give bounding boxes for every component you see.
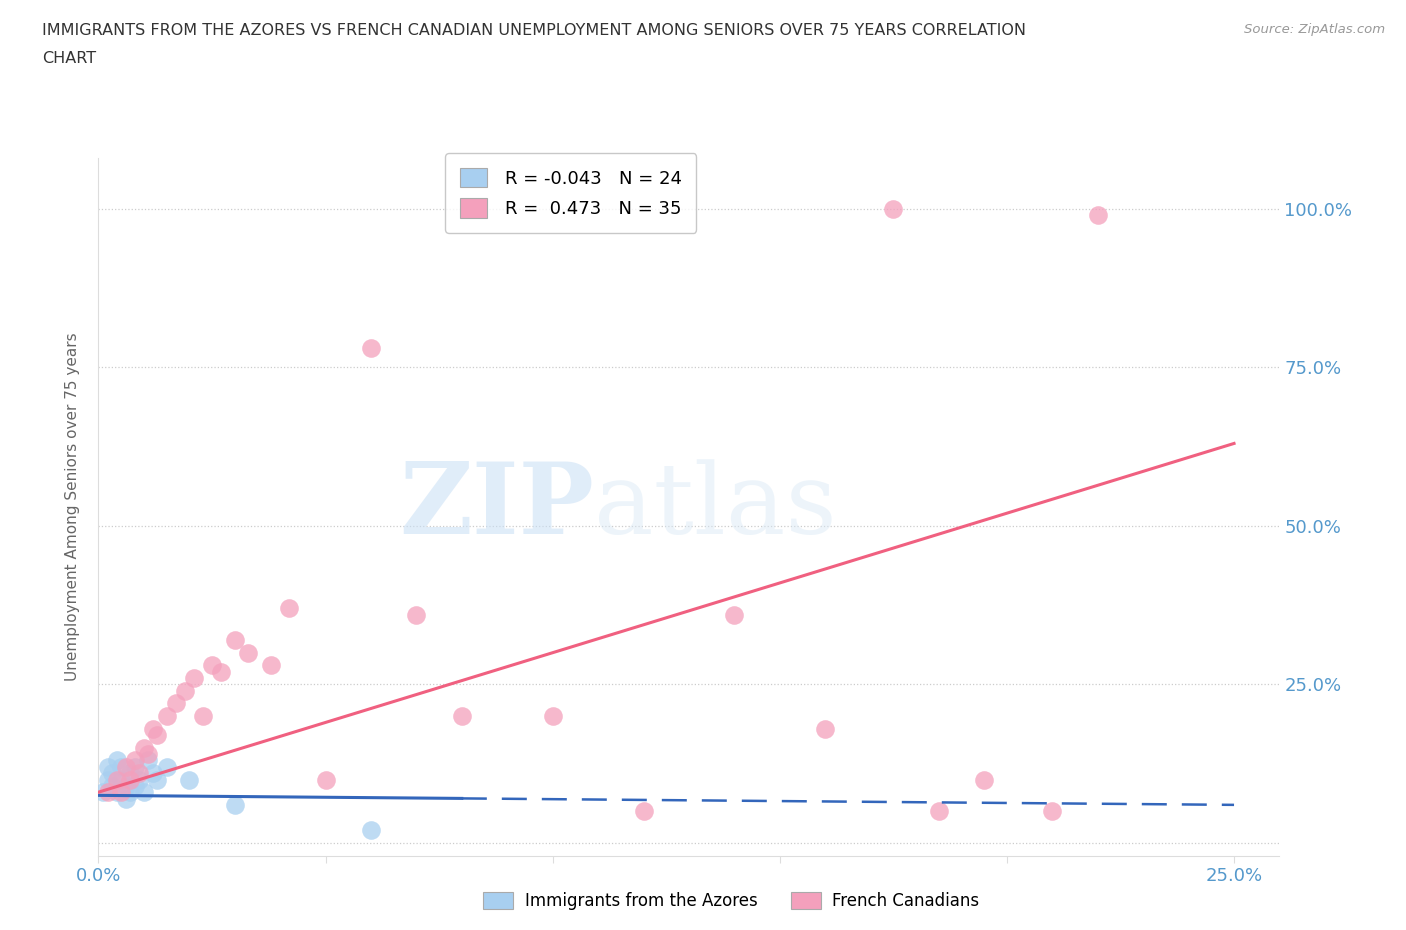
Point bbox=[114, 791, 136, 806]
Point bbox=[723, 607, 745, 622]
Point bbox=[315, 772, 337, 787]
Point bbox=[201, 658, 224, 672]
Point bbox=[101, 778, 124, 793]
Point bbox=[928, 804, 950, 818]
Legend: Immigrants from the Azores, French Canadians: Immigrants from the Azores, French Canad… bbox=[477, 885, 986, 917]
Point bbox=[120, 765, 142, 780]
Point bbox=[360, 823, 382, 838]
Point bbox=[224, 797, 246, 812]
Point bbox=[173, 684, 195, 698]
Point bbox=[238, 645, 260, 660]
Point bbox=[541, 709, 564, 724]
Point bbox=[973, 772, 995, 787]
Point bbox=[124, 753, 146, 768]
Point bbox=[1040, 804, 1063, 818]
Point bbox=[882, 202, 904, 217]
Legend: R = -0.043   N = 24, R =  0.473   N = 35: R = -0.043 N = 24, R = 0.473 N = 35 bbox=[446, 153, 696, 232]
Point bbox=[124, 778, 146, 793]
Point bbox=[142, 722, 165, 737]
Point bbox=[114, 760, 136, 775]
Point bbox=[260, 658, 283, 672]
Point bbox=[360, 341, 382, 356]
Point bbox=[120, 785, 142, 800]
Point bbox=[1087, 207, 1109, 222]
Point bbox=[96, 785, 118, 800]
Point bbox=[209, 664, 232, 679]
Point bbox=[132, 785, 155, 800]
Point bbox=[146, 727, 169, 742]
Point bbox=[101, 765, 124, 780]
Point bbox=[110, 785, 132, 800]
Point bbox=[96, 772, 118, 787]
Point bbox=[91, 785, 114, 800]
Point bbox=[155, 760, 177, 775]
Point bbox=[132, 740, 155, 755]
Point bbox=[114, 778, 136, 793]
Point bbox=[405, 607, 427, 622]
Text: CHART: CHART bbox=[42, 51, 96, 66]
Point bbox=[191, 709, 214, 724]
Point bbox=[110, 772, 132, 787]
Point bbox=[105, 753, 128, 768]
Point bbox=[128, 765, 150, 780]
Point bbox=[138, 753, 160, 768]
Point bbox=[179, 772, 201, 787]
Point bbox=[96, 760, 118, 775]
Point bbox=[120, 772, 142, 787]
Point bbox=[110, 760, 132, 775]
Point bbox=[146, 772, 169, 787]
Point bbox=[155, 709, 177, 724]
Point bbox=[128, 772, 150, 787]
Point bbox=[138, 747, 160, 762]
Text: Source: ZipAtlas.com: Source: ZipAtlas.com bbox=[1244, 23, 1385, 36]
Point bbox=[183, 671, 205, 685]
Point bbox=[105, 772, 128, 787]
Point bbox=[124, 760, 146, 775]
Text: IMMIGRANTS FROM THE AZORES VS FRENCH CANADIAN UNEMPLOYMENT AMONG SENIORS OVER 75: IMMIGRANTS FROM THE AZORES VS FRENCH CAN… bbox=[42, 23, 1026, 38]
Point bbox=[814, 722, 837, 737]
Point bbox=[633, 804, 655, 818]
Point bbox=[165, 696, 187, 711]
Point bbox=[105, 785, 128, 800]
Point bbox=[278, 601, 301, 616]
Text: atlas: atlas bbox=[595, 458, 837, 555]
Point bbox=[450, 709, 472, 724]
Text: ZIP: ZIP bbox=[399, 458, 595, 555]
Point bbox=[224, 632, 246, 647]
Y-axis label: Unemployment Among Seniors over 75 years: Unemployment Among Seniors over 75 years bbox=[65, 333, 80, 681]
Point bbox=[142, 765, 165, 780]
